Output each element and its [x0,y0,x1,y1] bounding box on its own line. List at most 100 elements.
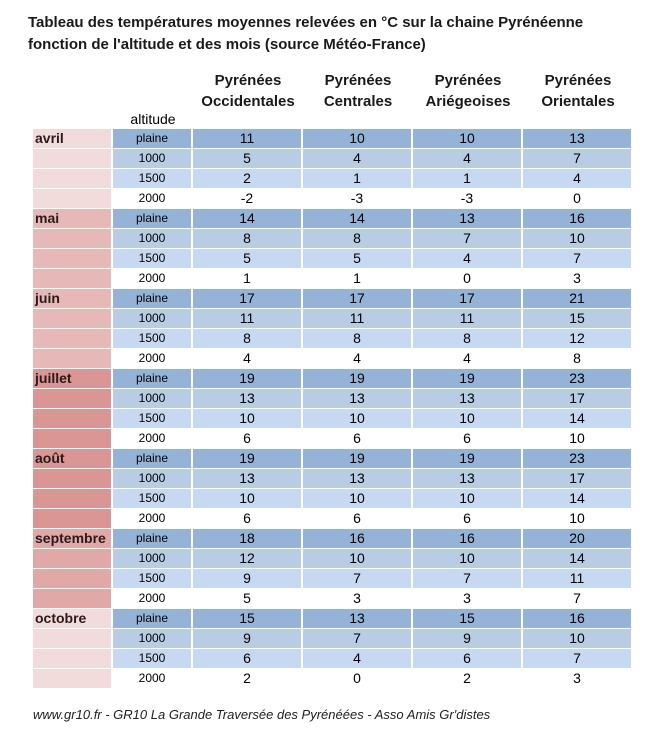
column-header-line: Pyrénées [214,72,282,89]
altitude-cell: 2000 [113,589,193,609]
temperature-cell: 10 [413,549,523,569]
month-cell [33,249,113,269]
column-header-line: Centrales [323,93,393,110]
table-row: 1000 9 7 9 10 [33,629,634,649]
table-row: 2000 -2 -3 -3 0 [33,189,634,209]
temperature-cell: 14 [523,489,633,509]
temperature-cell: 16 [523,609,633,629]
altitude-cell: plaine [113,289,193,309]
altitude-cell: plaine [113,529,193,549]
temperature-cell: 4 [523,169,633,189]
temperature-cell: 13 [413,469,523,489]
temperature-cell: 19 [413,449,523,469]
temperature-cell: 1 [413,169,523,189]
temperature-cell: 14 [193,209,303,229]
month-cell [33,309,113,329]
temperature-cell: 10 [523,229,633,249]
temperature-cell: 10 [193,409,303,429]
table-row: 2000 4 4 4 8 [33,349,634,369]
month-cell [33,229,113,249]
temperature-cell: 13 [413,389,523,409]
temperature-cell: 12 [523,329,633,349]
table-row: 1000 13 13 13 17 [33,389,634,409]
month-cell [33,389,113,409]
table-row: 1000 8 8 7 10 [33,229,634,249]
temperature-cell: 7 [303,629,413,649]
temperature-cell: 5 [193,249,303,269]
temperature-cell: 14 [523,549,633,569]
table-row: juillet plaine 19 19 19 23 [33,369,634,389]
temperature-cell: 9 [413,629,523,649]
temperature-cell: 3 [523,669,633,689]
altitude-cell: 1000 [113,469,193,489]
temperature-cell: 10 [303,409,413,429]
month-cell: mai [33,209,113,229]
temperature-cell: 6 [193,509,303,529]
month-cell: juillet [33,369,113,389]
table-row: 1000 11 11 11 15 [33,309,634,329]
altitude-cell: 1500 [113,649,193,669]
temperature-cell: 20 [523,529,633,549]
temperature-cell: 0 [523,189,633,209]
table-row: 1500 6 4 6 7 [33,649,634,669]
table-row: 2000 6 6 6 10 [33,509,634,529]
column-header: Pyrénées Occidentales [193,70,303,112]
temperature-cell: 6 [303,509,413,529]
temperature-cell: 9 [193,569,303,589]
table-row: 1500 2 1 1 4 [33,169,634,189]
temperature-cell: 14 [303,209,413,229]
temperature-cell: 7 [303,569,413,589]
temperature-cell: 10 [193,489,303,509]
column-header: Pyrénées Ariégeoises [413,70,523,112]
altitude-cell: 2000 [113,269,193,289]
temperature-cell: 10 [413,129,523,149]
table-row: septembre plaine 18 16 16 20 [33,529,634,549]
temperature-cell: 2 [193,669,303,689]
temperature-cell: 0 [303,669,413,689]
temperature-cell: 11 [413,309,523,329]
temperature-cell: 7 [523,149,633,169]
altitude-cell: 1500 [113,249,193,269]
table-row: octobre plaine 15 13 15 16 [33,609,634,629]
month-cell [33,509,113,529]
table-row: 2000 1 1 0 3 [33,269,634,289]
temperature-cell: 8 [303,229,413,249]
temperature-cell: 13 [303,389,413,409]
temperature-cell: 10 [303,129,413,149]
altitude-cell: 1000 [113,309,193,329]
column-header: Pyrénées Centrales [303,70,413,112]
title-line-1: Tableau des températures moyennes relevé… [28,14,584,31]
altitude-cell: 1500 [113,489,193,509]
month-cell [33,549,113,569]
altitude-cell: plaine [113,209,193,229]
column-header-line: Pyrénées [434,72,502,89]
altitude-cell: 1000 [113,149,193,169]
temperature-cell: -3 [413,189,523,209]
temperature-cell: 10 [523,429,633,449]
temperature-cell: 8 [303,329,413,349]
temperature-cell: 4 [303,649,413,669]
temperature-cell: 8 [193,229,303,249]
temperature-cell: 23 [523,449,633,469]
table-row: 2000 6 6 6 10 [33,429,634,449]
temperature-cell: 7 [523,249,633,269]
temperature-cell: 4 [413,149,523,169]
altitude-cell: 1500 [113,409,193,429]
table-row: 2000 2 0 2 3 [33,669,634,689]
temperature-cell: 5 [193,149,303,169]
temperature-cell: 11 [523,569,633,589]
column-headers: Pyrénées Occidentales Pyrénées Centrales Pyr… [193,70,633,112]
column-header-line: Orientales [541,93,615,110]
temperature-cell: 15 [413,609,523,629]
altitude-cell: 2000 [113,429,193,449]
temperature-cell: 19 [303,449,413,469]
temperature-cell: 3 [523,269,633,289]
temperature-cell: 4 [413,349,523,369]
temperature-cell: 17 [193,289,303,309]
temperature-cell: 4 [303,149,413,169]
altitude-cell: 1000 [113,229,193,249]
temperature-cell: 14 [523,409,633,429]
table-row: 1500 10 10 10 14 [33,489,634,509]
table-row: 1000 5 4 4 7 [33,149,634,169]
temperature-cell: 11 [193,309,303,329]
